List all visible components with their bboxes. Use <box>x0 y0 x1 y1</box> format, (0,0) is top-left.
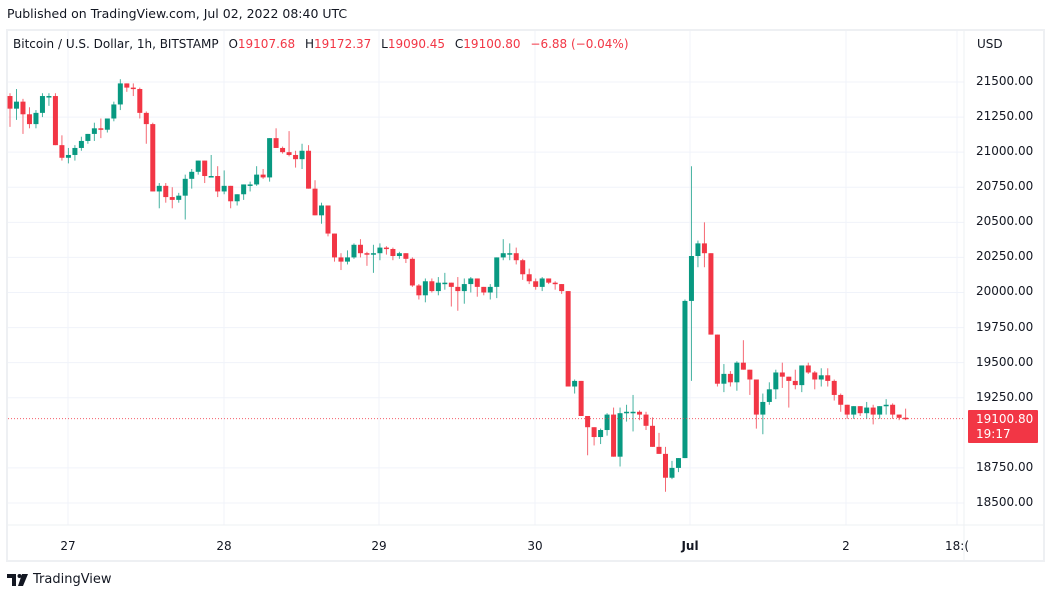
price-tick-label: 18750.00 <box>976 459 1034 474</box>
candles <box>7 79 909 492</box>
last-price-value: 19100.80 <box>976 412 1034 426</box>
price-tick-label: 21500.00 <box>976 74 1034 88</box>
time-tick-label: 27 <box>60 539 76 553</box>
price-tick-label: 19250.00 <box>976 389 1034 404</box>
close-value: 19100.80 <box>463 37 521 51</box>
low-value: 19090.45 <box>387 37 446 51</box>
time-tick-label: 29 <box>371 539 387 553</box>
last-price-tag: 19100.80 19:17 <box>968 410 1038 443</box>
time-tick-label: 30 <box>527 539 543 553</box>
bar-countdown: 19:17 <box>976 427 1011 441</box>
time-tick-label: Jul <box>681 539 699 553</box>
open-label: O <box>228 37 238 51</box>
time-tick-label: 2 <box>842 539 850 553</box>
price-tick-label: 18500.00 <box>976 494 1034 509</box>
open-value: 19107.68 <box>237 37 296 51</box>
price-tick-label: 20250.00 <box>976 249 1034 264</box>
change-value: −6.88 (−0.04%) <box>530 37 629 51</box>
published-caption: Published on TradingView.com, Jul 02, 20… <box>7 6 348 21</box>
time-tick-label: 28 <box>216 539 232 553</box>
price-tick-label: 19750.00 <box>976 319 1034 334</box>
high-value: 19172.37 <box>314 37 372 51</box>
price-tick-label: 19500.00 <box>976 354 1034 369</box>
price-tick-label: 20750.00 <box>976 179 1034 194</box>
price-tick-label: 20500.00 <box>976 214 1034 229</box>
price-tick-label: 21250.00 <box>976 109 1034 124</box>
symbol-name: Bitcoin / U.S. Dollar, 1h, BITSTAMP <box>13 37 219 51</box>
tradingview-logo-icon <box>7 573 28 586</box>
grid-lines <box>8 31 964 525</box>
price-tick-label: 21000.00 <box>976 144 1034 159</box>
high-label: H <box>305 37 315 51</box>
tradingview-wordmark: TradingView <box>33 572 112 587</box>
price-tick-label: 20000.00 <box>976 284 1034 299</box>
chart-frame[interactable] <box>6 29 1045 562</box>
currency-label: USD <box>977 37 1003 51</box>
time-tick-label: 18:( <box>945 539 969 553</box>
low-label: L <box>381 37 388 51</box>
symbol-legend: Bitcoin / U.S. Dollar, 1h, BITSTAMP O191… <box>13 37 635 51</box>
tradingview-brand[interactable]: TradingView <box>7 572 112 587</box>
close-label: C <box>454 37 464 51</box>
